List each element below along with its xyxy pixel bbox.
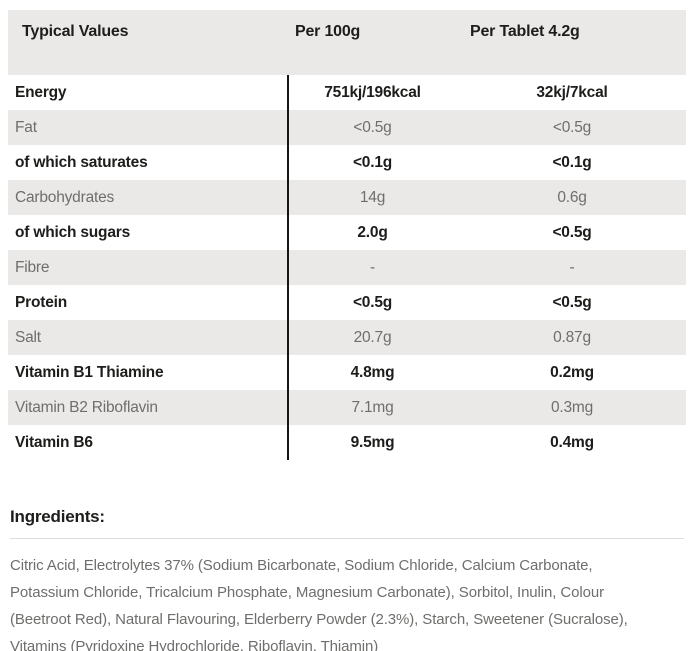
value-per-100g: 7.1mg	[351, 398, 394, 416]
nutrition-panel: Typical Values Per 100g Per Tablet 4.2g …	[0, 10, 694, 651]
value-per-100g: 4.8mg	[350, 363, 395, 381]
table-row-vitamin-b1: Vitamin B1 Thiamine 4.8mg 0.2mg	[8, 355, 686, 390]
table-header-row: Typical Values Per 100g Per Tablet 4.2g	[8, 10, 686, 75]
row-label: Fibre	[15, 258, 50, 276]
value-per-tablet: 0.6g	[557, 188, 587, 206]
header-per-100g: Per 100g	[295, 23, 361, 40]
value-per-100g: 9.5mg	[350, 433, 395, 451]
ingredients-line: (Beetroot Red), Natural Flavouring, Elde…	[10, 611, 628, 628]
ingredients-heading: Ingredients:	[10, 507, 105, 526]
value-per-tablet: <0.5g	[552, 223, 592, 241]
row-label: Energy	[15, 83, 67, 101]
table-body: Energy 751kj/196kcal 32kj/7kcal Fat <0.5…	[8, 75, 686, 460]
row-label: of which sugars	[15, 223, 130, 241]
nutrition-table: Typical Values Per 100g Per Tablet 4.2g …	[8, 10, 686, 460]
table-row-protein: Protein <0.5g <0.5g	[8, 285, 686, 320]
table-row-salt: Salt 20.7g 0.87g	[8, 320, 686, 355]
row-label: Salt	[15, 328, 41, 346]
table-row-vitamin-b6: Vitamin B6 9.5mg 0.4mg	[8, 425, 686, 460]
row-label: Protein	[15, 293, 67, 311]
value-per-100g: <0.5g	[352, 293, 393, 311]
value-per-tablet: 0.87g	[553, 328, 591, 346]
value-per-100g: 751kj/196kcal	[324, 83, 421, 101]
value-per-tablet: 32kj/7kcal	[536, 83, 608, 101]
column-divider-line	[287, 75, 289, 460]
ingredients-text: Citric Acid, Electrolytes 37% (Sodium Bi…	[10, 552, 684, 651]
ingredients-line: Vitamins (Pyridoxine Hydrochloride, Ribo…	[10, 638, 379, 651]
table-row-saturates: of which saturates <0.1g <0.1g	[8, 145, 686, 180]
value-per-tablet: <0.5g	[552, 118, 592, 136]
row-label: of which saturates	[15, 153, 148, 171]
header-per-tablet: Per Tablet 4.2g	[470, 23, 580, 40]
header-typical-values: Typical Values	[22, 23, 129, 40]
value-per-100g: -	[370, 258, 375, 276]
ingredients-line: Potassium Chloride, Tricalcium Phosphate…	[10, 584, 604, 601]
table-row-energy: Energy 751kj/196kcal 32kj/7kcal	[8, 75, 686, 110]
value-per-100g: 14g	[359, 188, 386, 206]
value-per-tablet: -	[569, 258, 575, 276]
value-per-100g: 20.7g	[353, 328, 392, 346]
table-row-fibre: Fibre - -	[8, 250, 686, 285]
value-per-tablet: 0.3mg	[550, 398, 594, 416]
ingredients-line: Citric Acid, Electrolytes 37% (Sodium Bi…	[10, 557, 593, 574]
row-label: Carbohydrates	[15, 188, 115, 206]
row-label: Vitamin B1 Thiamine	[15, 363, 164, 381]
ingredients-section: Ingredients: Citric Acid, Electrolytes 3…	[10, 506, 684, 651]
value-per-tablet: 0.4mg	[550, 433, 594, 451]
ingredients-divider-line	[10, 538, 684, 539]
value-per-100g: <0.1g	[352, 153, 393, 171]
value-per-tablet: <0.1g	[552, 153, 592, 171]
value-per-tablet: 0.2mg	[550, 363, 594, 381]
row-label: Vitamin B6	[15, 433, 93, 451]
table-row-sugars: of which sugars 2.0g <0.5g	[8, 215, 686, 250]
value-per-100g: <0.5g	[353, 118, 392, 136]
value-per-tablet: <0.5g	[552, 293, 592, 311]
table-row-fat: Fat <0.5g <0.5g	[8, 110, 686, 145]
table-row-vitamin-b2: Vitamin B2 Riboflavin 7.1mg 0.3mg	[8, 390, 686, 425]
row-label: Vitamin B2 Riboflavin	[15, 398, 158, 416]
row-label: Fat	[15, 118, 37, 136]
value-per-100g: 2.0g	[357, 223, 388, 241]
table-row-carbohydrates: Carbohydrates 14g 0.6g	[8, 180, 686, 215]
